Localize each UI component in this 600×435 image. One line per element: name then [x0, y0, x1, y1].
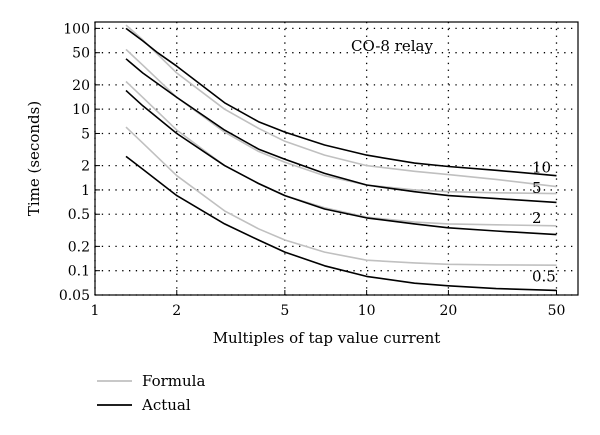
x-tick-label: 5 [280, 303, 289, 319]
y-tick-label: 50 [72, 46, 90, 62]
x-tick-label: 50 [548, 303, 566, 319]
y-tick-label: 0.5 [68, 207, 90, 223]
x-tick-label: 10 [358, 303, 376, 319]
y-tick-label: 10 [72, 102, 90, 118]
series-line-actual-2 [125, 89, 557, 236]
axis-ticks: 1 2 5 10 20 50 0.05 0.1 0.2 0.5 1 2 5 10 20 50 100 [59, 21, 566, 319]
series-line-formula-0p5 [125, 126, 557, 267]
x-tick-label: 2 [172, 303, 181, 319]
x-tick-label: 20 [439, 303, 457, 319]
curve-label-2: 2 [532, 209, 542, 227]
y-tick-label: 100 [63, 21, 90, 37]
curve-label-0p5: 0.5 [532, 267, 556, 285]
curve-label-10: 10 [532, 158, 551, 176]
x-axis-label: Multiples of tap value current [213, 329, 441, 347]
series-line-formula-5 [125, 48, 557, 195]
series-line-actual-0p5 [125, 155, 557, 292]
y-axis-label: Time (seconds) [25, 101, 43, 216]
chart-annotation: CO-8 relay [351, 37, 433, 55]
plot-frame [94, 21, 579, 296]
series-lines [125, 24, 557, 292]
series-line-actual-10 [125, 27, 557, 177]
y-tick-label: 1 [81, 183, 90, 199]
y-tick-label: 20 [72, 78, 90, 94]
y-tick-label: 0.05 [59, 288, 90, 304]
legend-label-actual: Actual [141, 396, 191, 414]
y-tick-label: 0.2 [68, 239, 90, 255]
curve-labels: 10 5 2 0.5 [532, 158, 556, 285]
legend: Formula Actual [97, 372, 205, 414]
y-tick-label: 5 [81, 126, 90, 142]
series-line-actual-5 [125, 58, 557, 204]
x-tick-label: 1 [91, 303, 100, 319]
curve-label-5: 5 [532, 179, 542, 197]
y-tick-label: 0.1 [68, 264, 90, 280]
y-tick-label: 2 [81, 159, 90, 175]
series-line-formula-10 [125, 24, 557, 188]
legend-label-formula: Formula [142, 372, 205, 390]
